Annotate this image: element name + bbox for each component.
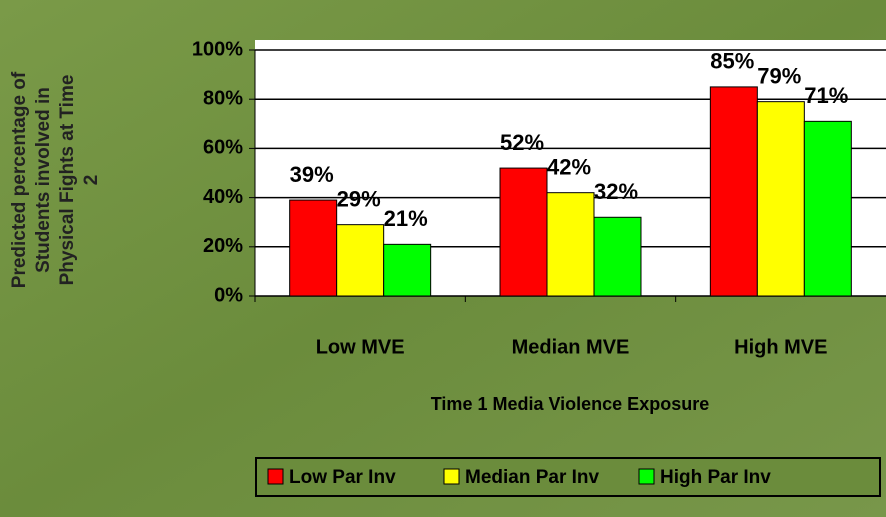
data-label: 29%: [337, 186, 381, 211]
y-tick-label: 100%: [192, 38, 243, 60]
legend-label: High Par Inv: [660, 467, 771, 488]
x-tick-label: Median MVE: [512, 336, 630, 358]
bar: [546, 192, 595, 297]
data-label: 42%: [547, 154, 591, 179]
data-label: 32%: [594, 179, 638, 204]
y-tick-label: 80%: [203, 87, 243, 109]
bar: [336, 224, 385, 297]
y-tick-label: 0%: [214, 284, 243, 306]
data-label: 79%: [757, 63, 801, 88]
y-axis-title-line: 2: [81, 175, 102, 186]
bar: [499, 167, 548, 297]
bar: [803, 120, 852, 297]
y-tick-label: 40%: [203, 186, 243, 208]
legend-label: Low Par Inv: [289, 467, 396, 488]
x-tick-label: Low MVE: [316, 336, 405, 358]
y-axis-title-line: Predicted percentage of: [9, 71, 30, 288]
legend-swatch: [638, 468, 655, 485]
bar: [756, 101, 805, 297]
x-axis-title: Time 1 Media Violence Exposure: [431, 394, 709, 414]
bar: [383, 243, 432, 297]
y-axis-title: Predicted percentage of Students involved…: [9, 71, 102, 288]
y-tick-label: 20%: [203, 235, 243, 257]
legend-swatch: [267, 468, 284, 485]
data-label: 39%: [290, 162, 334, 187]
y-axis-title-line: Physical Fights at Time: [57, 75, 78, 286]
x-tick-label: High MVE: [734, 336, 827, 358]
y-tick-label: 60%: [203, 137, 243, 159]
bar: [709, 86, 758, 297]
data-label: 71%: [804, 83, 848, 108]
data-label: 85%: [710, 49, 754, 74]
legend-box: [255, 457, 881, 497]
legend-swatch: [443, 468, 460, 485]
bar: [289, 199, 338, 297]
data-label: 21%: [384, 206, 428, 231]
bar: [593, 216, 642, 297]
data-label: 52%: [500, 130, 544, 155]
y-axis-title-line: Students involved in: [33, 87, 54, 273]
legend-label: Median Par Inv: [465, 467, 600, 488]
